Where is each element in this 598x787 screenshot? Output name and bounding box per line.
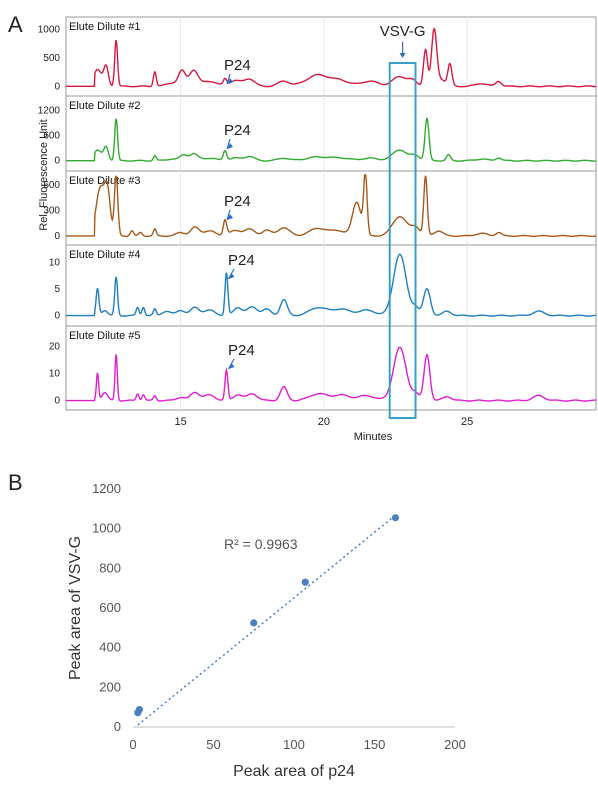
p24-label: P24: [224, 57, 251, 74]
p24-label: P24: [224, 122, 251, 139]
vsvg-highlight-box: [388, 62, 417, 419]
r-squared-label: R² = 0.9963: [224, 536, 298, 552]
p24-label: P24: [228, 252, 255, 269]
data-point: [301, 578, 309, 586]
p24-arrow-head: [227, 143, 233, 149]
y-tick-label: 800: [99, 560, 121, 575]
chromatogram-frame: [65, 325, 597, 411]
series-title: Elute Dilute #2: [69, 100, 141, 112]
p24-arrow: [226, 209, 231, 221]
y-tick-label: 500: [43, 53, 60, 64]
x-tick-label: 150: [364, 737, 386, 752]
x-tick-label: 200: [444, 737, 466, 752]
y-tick-label: 0: [54, 156, 60, 167]
trendline: [137, 514, 396, 726]
y-tick-label: 1200: [38, 105, 61, 116]
series-title: Elute Dilute #1: [69, 21, 141, 33]
p24-arrow-head: [227, 214, 233, 220]
p24-label: P24: [224, 193, 251, 210]
p24-arrow-head: [228, 363, 235, 369]
panel-letter-b: B: [8, 470, 23, 495]
y-tick-label: 0: [54, 311, 60, 322]
y-tick-label: 600: [99, 600, 121, 615]
y-tick-label: 600: [43, 131, 60, 142]
x-tick-label: 50: [206, 737, 220, 752]
series-title: Elute Dilute #4: [69, 249, 141, 261]
x-tick-label: 100: [283, 737, 305, 752]
series-title: Elute Dilute #5: [69, 330, 141, 342]
chromatogram-frame: [65, 16, 597, 97]
chromatogram-frame: [65, 95, 597, 172]
p24-arrow: [226, 138, 231, 150]
data-point: [250, 619, 258, 627]
y-tick-label: 1000: [38, 25, 61, 36]
vsvg-label: VSV-G: [380, 23, 426, 40]
chromatogram-trace: [66, 27, 597, 88]
data-point: [135, 705, 144, 714]
y-tick-label: 0: [54, 396, 60, 407]
chromatogram-trace: [66, 116, 596, 162]
x-tick-label: 15: [174, 416, 186, 428]
p24-arrow: [226, 73, 231, 85]
y-tick-label: 10: [49, 368, 61, 379]
y-tick-label: 600: [43, 180, 60, 191]
x-axis-label: Minutes: [354, 431, 393, 443]
data-point: [391, 514, 400, 522]
scatter-panel: 0 200 400 600 800 1000 1200 0 50 100 150 200 R² = 0.…: [67, 481, 466, 780]
panel-letter-a: A: [8, 12, 23, 37]
chromatogram-frame: [65, 170, 597, 246]
vsvg-arrow-head: [399, 53, 406, 58]
y-tick-label: 1200: [92, 481, 121, 496]
y-tick-label: 20: [49, 341, 61, 352]
x-axis-label: Peak area of p24: [233, 763, 355, 780]
p24-label: P24: [228, 342, 255, 359]
y-tick-label: 0: [54, 81, 60, 92]
p24-arrow-head: [228, 273, 235, 279]
y-tick-label: 1000: [92, 521, 121, 536]
series-title: Elute Dilute #3: [69, 175, 141, 187]
y-tick-label: 0: [114, 719, 121, 734]
y-axis-label: Peak area of VSV-G: [67, 536, 84, 680]
x-tick-label: 20: [318, 416, 330, 428]
y-tick-label: 5: [54, 284, 60, 295]
chromatogram-trace: [66, 174, 596, 237]
p24-arrow-head: [227, 78, 233, 84]
x-tick-label: 25: [461, 416, 473, 428]
y-tick-label: 400: [99, 640, 121, 655]
y-axis-label: Rel. Fluorescence Unit: [38, 119, 50, 230]
y-tick-label: 10: [49, 257, 61, 268]
y-tick-label: 300: [43, 206, 60, 217]
chromatogram-trace: [66, 253, 596, 317]
y-tick-label: 0: [54, 231, 60, 242]
x-tick-label: 0: [129, 737, 136, 752]
y-tick-label: 200: [99, 679, 121, 694]
chromatogram-trace: [66, 346, 596, 402]
